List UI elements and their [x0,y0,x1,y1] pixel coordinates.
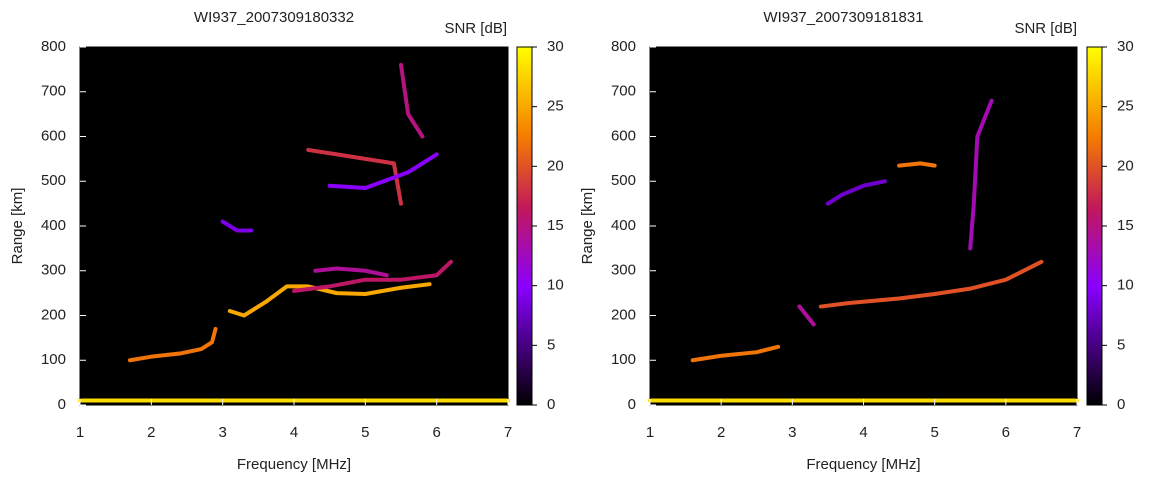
y-tick-label: 0 [628,396,636,413]
x-tick-label: 3 [788,424,796,441]
echo-trace [227,282,432,318]
x-tick-label: 7 [1073,424,1081,441]
chart-title: WI937_2007309180332 [194,9,354,26]
y-tick-label: 300 [611,262,636,279]
chart-title: WI937_2007309181831 [763,9,923,26]
y-tick-label: 400 [41,217,66,234]
echo-trace [220,219,254,233]
colorbar-tick-label: 30 [1117,38,1134,55]
colorbar-tick-label: 25 [547,98,564,115]
echo-trace [127,326,218,363]
colorbar-label: SNR [dB] [1014,20,1077,37]
colorbar-tick-label: 10 [1117,277,1134,294]
y-axis-label: Range [km] [9,188,26,265]
x-tick-label: 1 [76,424,84,441]
colorbar-tick-label: 30 [547,38,564,55]
plot-background [650,47,1077,405]
echo-trace [968,98,994,251]
echo-trace [399,62,425,139]
colorbar-tick-label: 20 [547,157,564,174]
x-tick-label: 2 [147,424,155,441]
y-tick-label: 100 [41,351,66,368]
colorbar-tick-label: 5 [1117,336,1125,353]
x-axis-label: Frequency [MHz] [237,456,351,473]
y-tick-label: 100 [611,351,636,368]
y-tick-label: 500 [611,172,636,189]
colorbar-tick-label: 10 [547,277,564,294]
colorbar-label: SNR [dB] [444,20,507,37]
colorbar-tick-label: 5 [547,336,555,353]
colorbar [516,46,533,406]
echo-trace [313,266,389,278]
x-tick-label: 6 [432,424,440,441]
colorbar-tick-label: 20 [1117,157,1134,174]
y-axis-label: Range [km] [579,188,596,265]
colorbar [1086,46,1103,406]
x-tick-label: 4 [859,424,867,441]
x-tick-label: 6 [1002,424,1010,441]
y-tick-label: 500 [41,172,66,189]
x-tick-label: 2 [717,424,725,441]
y-tick-label: 300 [41,262,66,279]
x-axis-label: Frequency [MHz] [806,456,920,473]
y-tick-label: 600 [41,127,66,144]
x-tick-label: 1 [646,424,654,441]
echo-trace [292,259,453,293]
echo-trace [818,259,1044,309]
echo-trace [825,179,887,206]
colorbar-tick-label: 15 [547,217,564,234]
y-tick-label: 400 [611,217,636,234]
colorbar-tick-label: 25 [1117,98,1134,115]
echo-trace [690,344,781,363]
y-tick-label: 200 [611,306,636,323]
colorbar-tick-label: 0 [1117,396,1125,413]
x-tick-label: 7 [504,424,512,441]
y-tick-label: 800 [611,38,636,55]
y-tick-label: 600 [611,127,636,144]
colorbar-tick-label: 0 [547,396,555,413]
y-tick-label: 700 [611,83,636,100]
x-tick-label: 5 [361,424,369,441]
echo-trace [897,161,937,168]
y-tick-label: 0 [58,396,66,413]
y-tick-label: 200 [41,306,66,323]
plot-background [80,47,508,405]
echo-trace [327,152,439,190]
echo-trace [797,304,816,327]
x-tick-label: 3 [218,424,226,441]
x-tick-label: 4 [290,424,298,441]
x-tick-label: 5 [930,424,938,441]
y-tick-label: 700 [41,83,66,100]
y-tick-label: 800 [41,38,66,55]
colorbar-tick-label: 15 [1117,217,1134,234]
